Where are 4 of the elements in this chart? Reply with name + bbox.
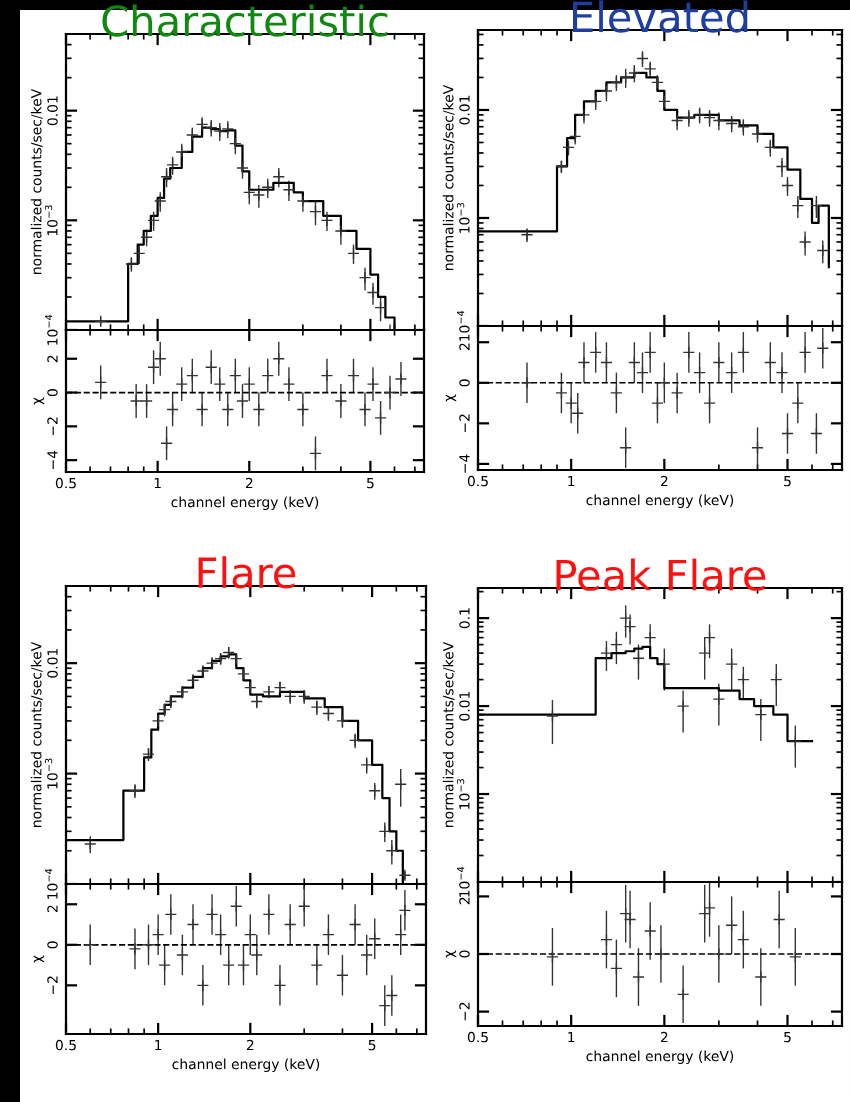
chart-title: Elevated [573,0,748,33]
chart-title: Characteristic [102,4,388,37]
chart-title: Peak Flare [556,558,766,591]
chart-title: Flare [198,556,296,589]
